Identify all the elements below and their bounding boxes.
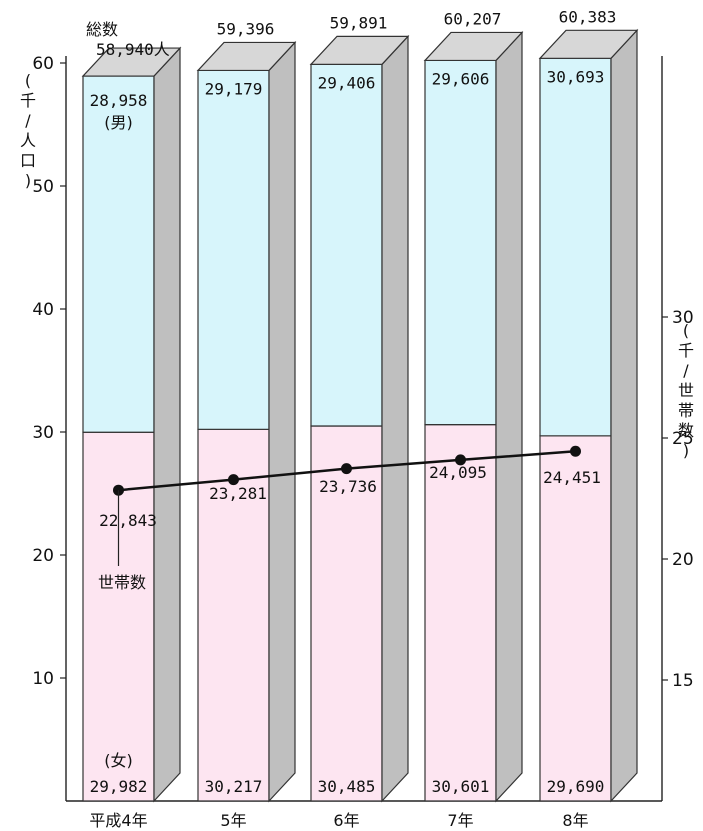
- male-value-label: 29,406: [318, 73, 376, 92]
- household-point: [228, 474, 239, 486]
- total-value-label: 60,383: [559, 7, 617, 26]
- right-axis-unit-char: 千: [678, 341, 694, 360]
- total-value-label: 60,207: [444, 9, 502, 28]
- right-y-tick-label: 30: [672, 308, 694, 328]
- household-value-label: 22,843: [99, 511, 157, 530]
- bar-top-face: [423, 31, 524, 62]
- bar-top-face: [538, 29, 639, 59]
- male-series-label: (男): [104, 113, 133, 132]
- bar-top-face: [81, 47, 182, 77]
- female-value-label: 30,485: [318, 777, 376, 796]
- household-point: [455, 454, 466, 466]
- household-value-label: 24,095: [429, 463, 487, 482]
- right-axis-unit-char: 帯: [678, 401, 694, 420]
- bar-side-face: [495, 30, 523, 803]
- household-value-label: 23,736: [319, 477, 377, 496]
- left-y-tick-label: 10: [32, 669, 54, 689]
- left-y-tick-label: 60: [32, 54, 54, 74]
- left-axis-unit-char: 千: [20, 91, 36, 110]
- right-axis-unit-char: (: [683, 321, 689, 340]
- female-value-label: 29,690: [547, 777, 605, 796]
- male-bar-segment: [197, 69, 270, 430]
- household-value-label: 23,281: [209, 484, 267, 503]
- total-value-label: 58,940人: [96, 40, 170, 59]
- male-bar-segment: [539, 57, 612, 437]
- total-value-label: 59,891: [330, 13, 388, 32]
- left-axis-unit-char: ): [25, 171, 31, 190]
- female-series-label: (女): [104, 751, 133, 770]
- left-y-tick-label: 50: [32, 177, 54, 197]
- left-axis-unit-char: (: [25, 71, 31, 90]
- left-axis-unit-char: /: [25, 111, 31, 130]
- female-bar-segment: [539, 435, 612, 802]
- x-category-label: 7年: [447, 811, 473, 830]
- bar-side-face: [153, 46, 181, 803]
- male-value-label: 29,179: [205, 79, 263, 98]
- male-bar-segment: [424, 59, 497, 426]
- bar-side-face: [268, 40, 296, 803]
- left-y-tick-label: 40: [32, 300, 54, 320]
- x-category-label: 8年: [562, 811, 588, 830]
- left-axis-unit-char: 人: [20, 131, 36, 150]
- right-axis-unit-char: 世: [678, 381, 694, 400]
- right-y-tick-label: 20: [672, 550, 694, 570]
- bar-top-face: [309, 35, 410, 65]
- left-axis-unit-char: 口: [20, 151, 36, 170]
- household-point: [341, 463, 352, 475]
- x-category-label: 6年: [333, 811, 359, 830]
- total-prefix-label: 総数: [86, 20, 118, 39]
- male-value-label: 28,958: [90, 91, 148, 110]
- household-value-label: 24,451: [543, 468, 601, 487]
- right-y-tick-label: 25: [672, 429, 694, 449]
- x-category-label: 平成4年: [89, 811, 147, 830]
- female-value-label: 29,982: [90, 777, 148, 796]
- bar-side-face: [610, 28, 638, 803]
- female-value-label: 30,217: [205, 777, 263, 796]
- right-axis-unit-char: ): [683, 441, 689, 460]
- household-point: [570, 445, 581, 457]
- male-value-label: 29,606: [432, 69, 490, 88]
- household-series-label: 世帯数: [98, 573, 146, 592]
- total-value-label: 59,396: [217, 19, 275, 38]
- x-category-label: 5年: [220, 811, 246, 830]
- left-y-tick-label: 20: [32, 546, 54, 566]
- right-axis-unit-char: /: [683, 361, 689, 380]
- male-bar-segment: [310, 63, 383, 427]
- bar-top-face: [196, 41, 297, 72]
- left-y-tick-label: 30: [32, 423, 54, 443]
- right-axis-unit-char: 数: [678, 421, 694, 440]
- female-value-label: 30,601: [432, 777, 490, 796]
- bar-side-face: [381, 34, 409, 803]
- right-y-tick-label: 15: [672, 671, 694, 691]
- male-value-label: 30,693: [547, 67, 605, 86]
